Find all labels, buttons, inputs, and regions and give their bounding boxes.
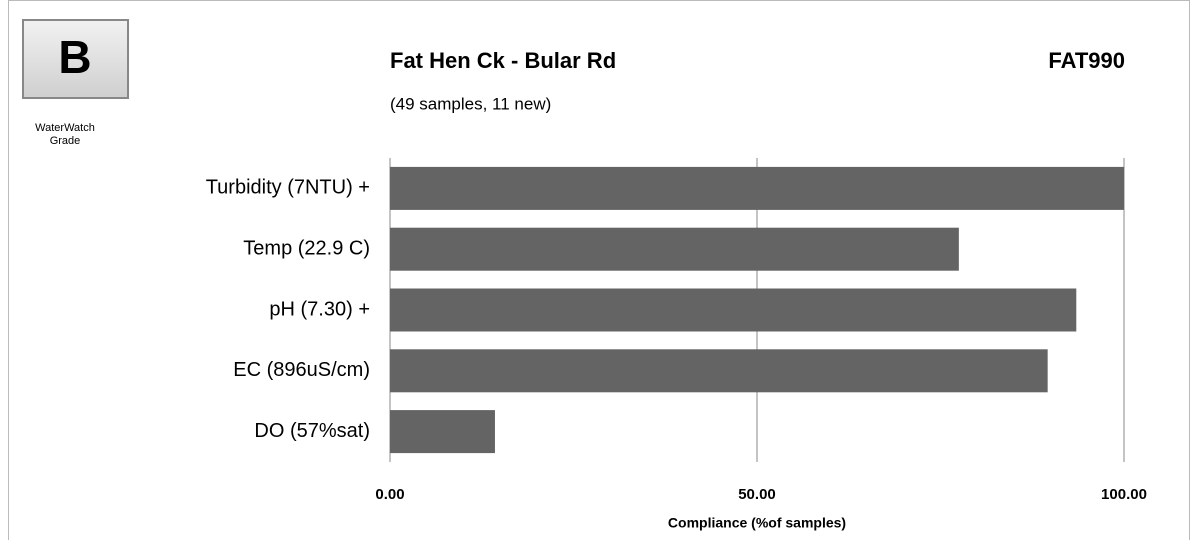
bar [390,410,495,454]
grade: B [58,31,91,83]
site-code: FAT990 [1048,48,1125,73]
x-tick-label: 0.00 [375,486,404,503]
y-tick-label: Turbidity (7NTU) + [206,177,370,199]
y-tick-label: Temp (22.9 C) [243,237,370,259]
x-tick-label: 50.00 [738,486,776,503]
bar [390,349,1048,393]
grade-caption: Grade [50,135,81,147]
x-tick-label: 100.00 [1101,486,1147,503]
x-axis-label: Compliance (%of samples) [668,515,846,531]
bar [390,227,959,271]
y-tick-label: EC (896uS/cm) [233,359,370,381]
chart-title: Fat Hen Ck - Bular Rd [390,48,616,73]
y-tick-label: DO (57%sat) [254,420,370,442]
bar [390,166,1124,210]
grade-caption: WaterWatch [35,122,95,134]
grade-box [22,19,129,99]
bar [390,288,1077,332]
subtitle: (49 samples, 11 new) [390,94,551,113]
y-tick-label: pH (7.30) + [269,298,370,320]
